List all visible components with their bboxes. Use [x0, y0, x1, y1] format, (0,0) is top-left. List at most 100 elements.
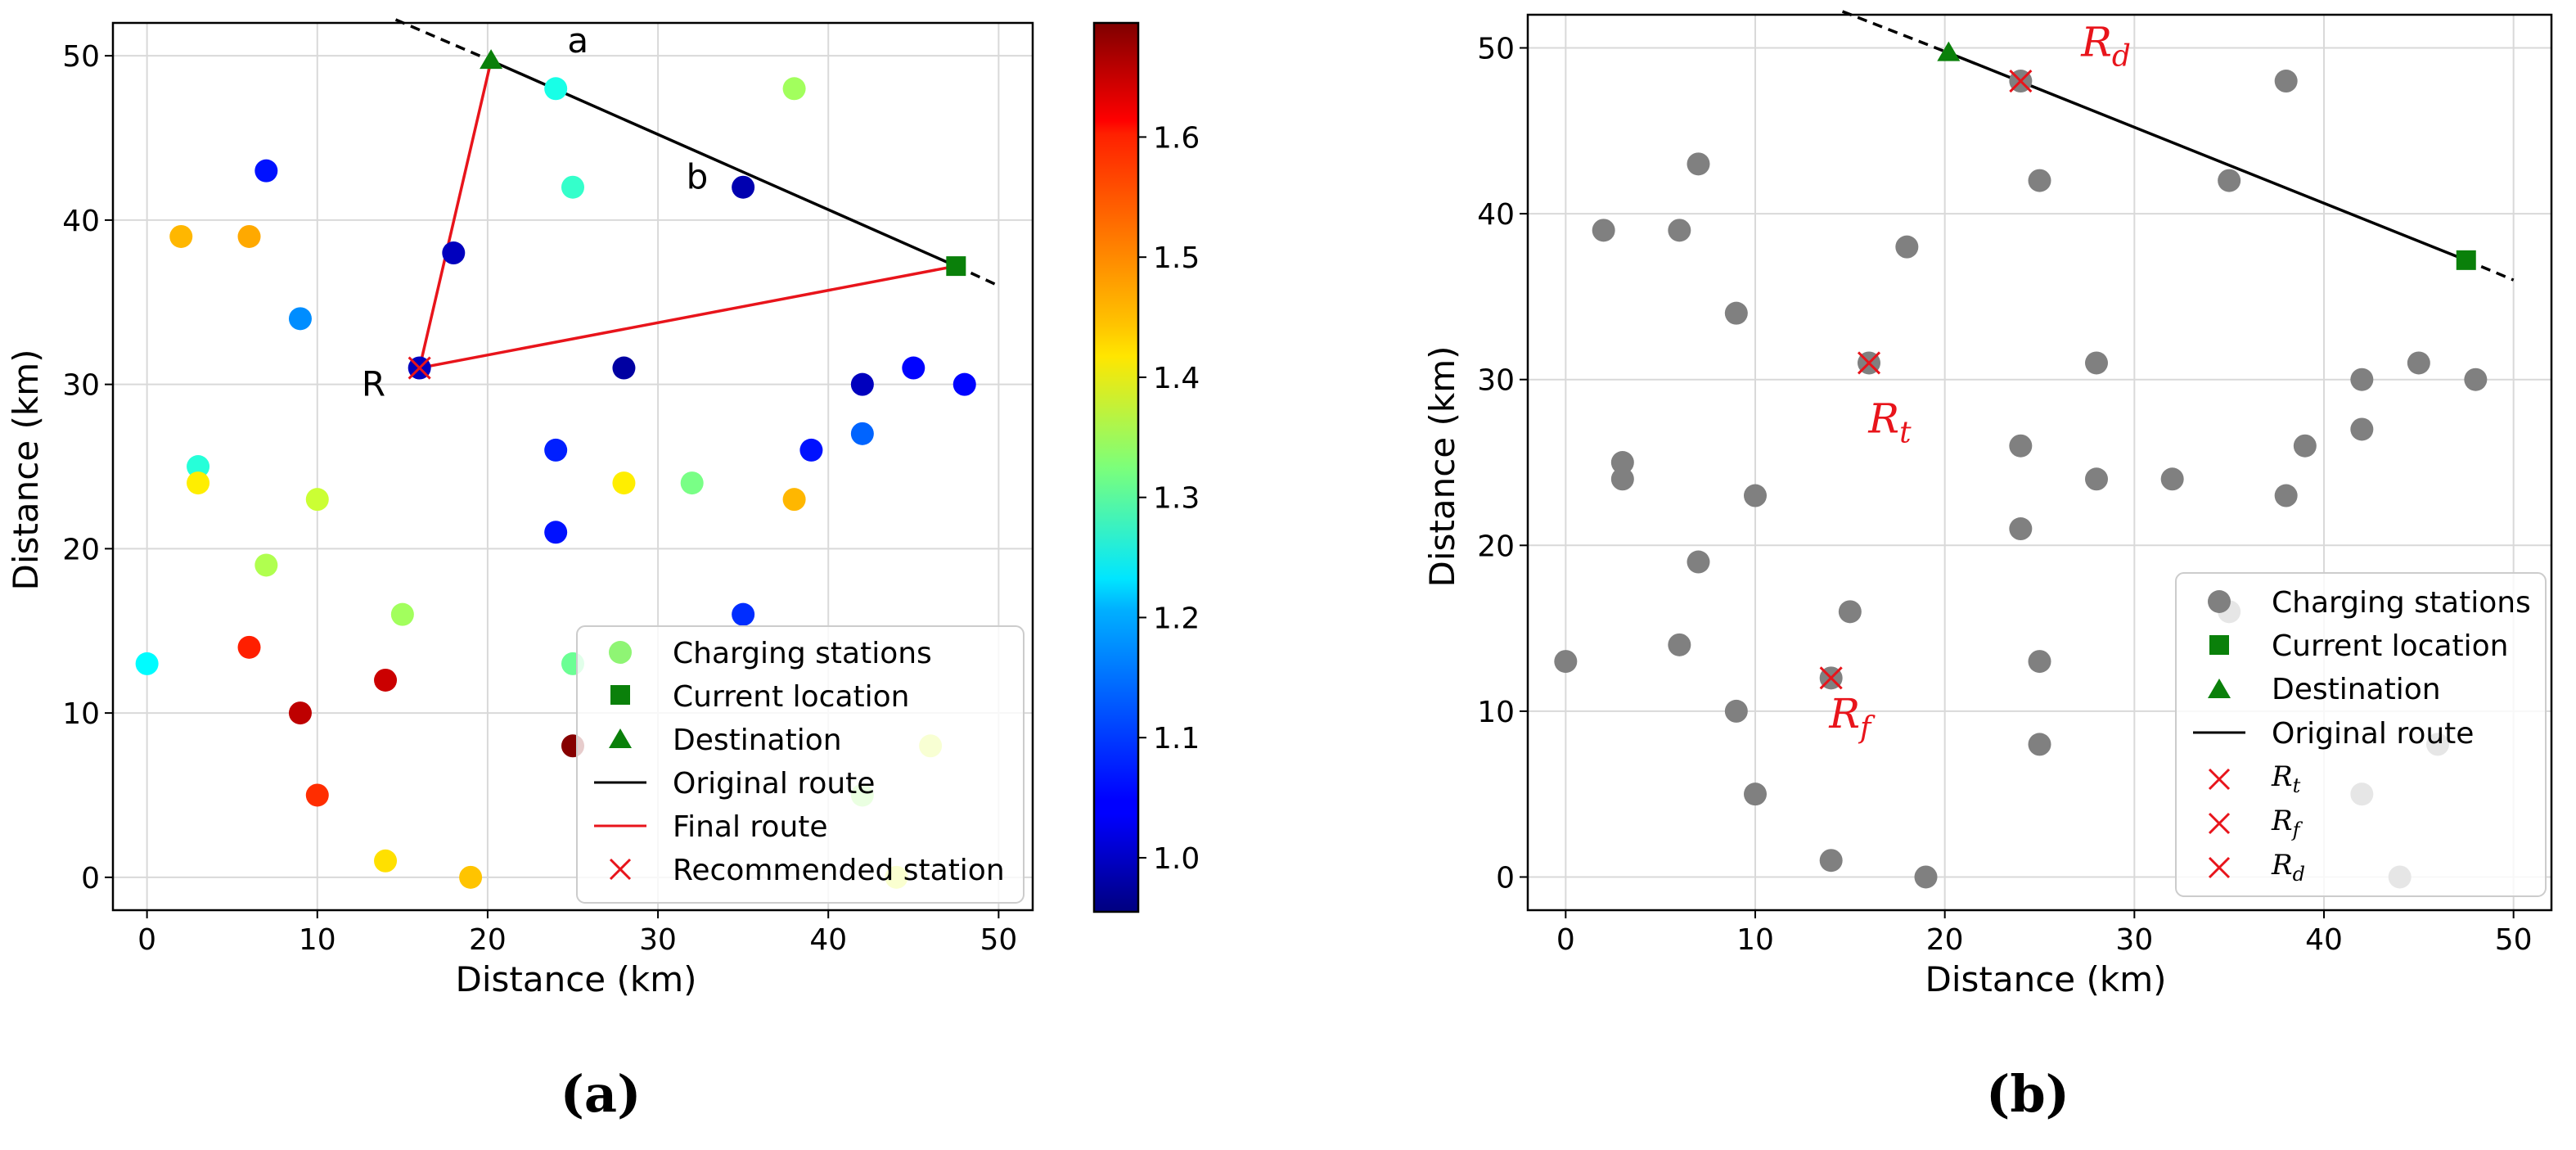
legend-b: Charging stations Current location Desti…: [2175, 572, 2547, 897]
annotation-label: R: [362, 364, 385, 404]
xtick-label: 20: [469, 923, 507, 957]
legend-a-stations-label: Charging stations: [673, 637, 932, 670]
station-point: [1592, 219, 1615, 242]
station-point: [732, 602, 755, 626]
station-point: [1687, 152, 1710, 176]
station-point: [544, 521, 568, 544]
markers-b: [1819, 41, 2476, 690]
station-point: [2293, 434, 2317, 458]
legend-b-rf-marker: [2208, 812, 2231, 835]
colorbar-tick-label: 1.0: [1153, 842, 1200, 876]
station-point: [1744, 782, 1767, 806]
recommended-label-sub: f: [1858, 711, 1876, 745]
ytick-label: 0: [81, 862, 100, 895]
recommended-station-marker: [2009, 69, 2033, 93]
station-point: [902, 356, 925, 380]
legend-b-original-label: Original route: [2272, 717, 2474, 751]
legend-a: Charging stations Current location Desti…: [576, 625, 1025, 904]
ylabel-b: Distance (km): [1422, 345, 1462, 587]
colorbar-tick-label: 1.3: [1153, 482, 1200, 516]
station-point: [799, 438, 823, 462]
legend-a-final-label: Final route: [673, 810, 828, 844]
colorbar-gradient: [1092, 21, 1140, 913]
station-point: [135, 652, 159, 675]
recommended-label: Rd: [2080, 19, 2131, 74]
panel-a: 0 10 20 30 40 50 0 10 20 30 40 50 a b R Distance (km)…: [6, 18, 1034, 999]
recommended-station-marker: [1819, 666, 1843, 690]
station-point: [1668, 633, 1691, 656]
station-point: [1895, 235, 1919, 259]
station-point: [1744, 484, 1767, 507]
ytick-label: 10: [62, 697, 100, 731]
station-point: [442, 241, 466, 265]
station-point: [2009, 434, 2033, 458]
recommended-label-base: R: [1867, 395, 1899, 443]
legend-a-destination-marker: [609, 728, 632, 748]
station-point: [2028, 169, 2051, 192]
colorbar-tick-label: 1.6: [1153, 121, 1200, 155]
legend-b-rt-marker: [2208, 768, 2231, 791]
xlabel-a: Distance (km): [455, 959, 696, 999]
original-route-line: [1948, 51, 2467, 262]
station-point: [1668, 219, 1691, 242]
colorbar-ticks: 1.0 1.1 1.2 1.3 1.4 1.5 1.6: [1138, 121, 1200, 876]
legend-b-rd-sub: d: [2293, 863, 2305, 886]
station-point: [680, 471, 704, 495]
station-point: [254, 159, 278, 183]
ytick-label: 40: [62, 205, 100, 238]
colorbar-tick-label: 1.2: [1153, 602, 1200, 635]
station-point: [1610, 467, 1634, 491]
station-point: [1819, 849, 1843, 873]
station-point: [2350, 368, 2374, 391]
station-point: [288, 701, 312, 725]
caption-a: (a): [561, 1064, 642, 1124]
current-location-marker: [946, 256, 966, 277]
axes-frame-b: [1526, 13, 2553, 912]
station-point: [2218, 169, 2241, 192]
ticks-a: 0 10 20 30 40 50 0 10 20 30 40 50: [62, 40, 1017, 957]
ytick-label: 50: [62, 40, 100, 74]
recommended-label-base: R: [2080, 19, 2112, 66]
station-point: [187, 471, 210, 495]
xtick-label: 40: [809, 923, 847, 957]
caption-b: (b): [1986, 1064, 2069, 1124]
ytick-label: 0: [1496, 861, 1515, 895]
station-point: [561, 175, 584, 199]
station-point: [1554, 650, 1578, 674]
ticks-b: 0 10 20 30 40 50 0 10 20 30 40 50: [1477, 33, 2532, 957]
station-point: [237, 224, 261, 248]
current-location-marker: [2456, 250, 2476, 270]
legend-a-recommended-marker: [609, 858, 632, 881]
station-point: [952, 372, 976, 396]
recommended-label: Rf: [1828, 690, 1876, 745]
station-point: [2407, 351, 2430, 375]
station-point: [612, 471, 636, 495]
annotation-label: b: [687, 157, 709, 197]
legend-b-rd-marker: [2208, 856, 2231, 879]
station-point: [850, 422, 874, 445]
station-point: [2009, 517, 2033, 541]
ytick-label: 10: [1477, 696, 1515, 729]
legend-a-stations-marker: [609, 641, 632, 664]
colorbar: 1.0 1.1 1.2 1.3 1.4 1.5 1.6: [1092, 21, 1200, 913]
station-point: [1610, 451, 1634, 474]
original-route-dashed: [394, 18, 492, 62]
station-point: [288, 307, 312, 331]
station-point: [2028, 733, 2051, 756]
station-point: [374, 849, 398, 873]
legend-b-rt-label: Rt: [2271, 760, 2301, 797]
xtick-label: 10: [1736, 923, 1774, 957]
station-point: [459, 865, 483, 889]
colorbar-tick-label: 1.1: [1153, 722, 1200, 755]
station-point: [2464, 368, 2488, 391]
xtick-label: 40: [2305, 923, 2343, 957]
station-point: [1724, 699, 1748, 723]
legend-b-stations-label: Charging stations: [2272, 586, 2531, 620]
legend-b-rt-sub: t: [2293, 774, 2301, 797]
legend-a-frame: [576, 625, 1025, 904]
station-point: [390, 602, 414, 626]
station-point: [305, 783, 329, 807]
ylabel-a: Distance (km): [6, 349, 46, 590]
